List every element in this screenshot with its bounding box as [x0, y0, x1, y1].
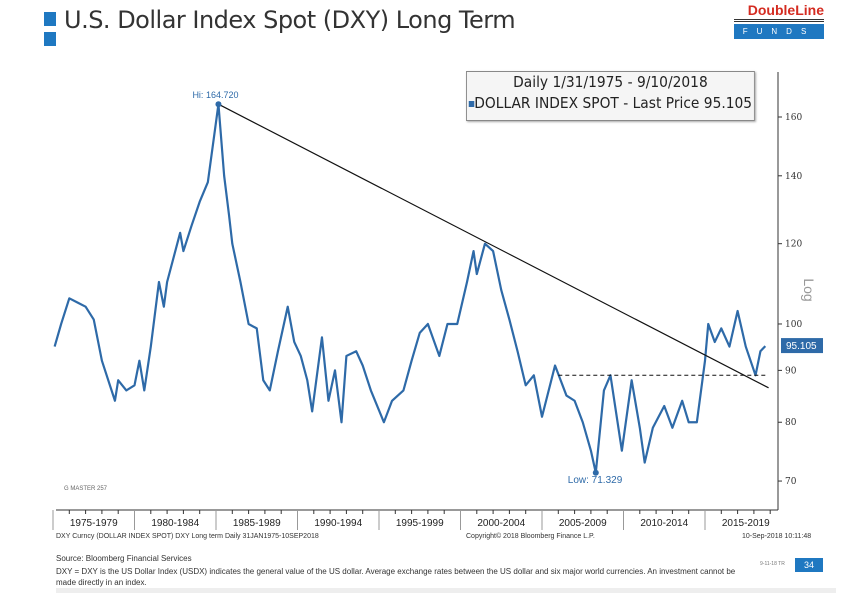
- legend-date-range: Daily 1/31/1975 - 9/10/2018: [513, 73, 708, 91]
- trend-line: [218, 103, 769, 389]
- series-swatch-icon: [468, 100, 475, 107]
- x-tick-label: 1995-1999: [396, 518, 444, 529]
- y-tick-label: 80: [785, 418, 797, 428]
- chart-footer-left: DXY Curncy (DOLLAR INDEX SPOT) DXY Long …: [56, 533, 319, 540]
- logo-subtext: FUNDS: [734, 24, 824, 39]
- doubleline-logo: DoubleLine FUNDS: [734, 2, 824, 39]
- page-number: 34: [795, 558, 823, 572]
- chart-footer-center: Copyright© 2018 Bloomberg Finance L.P.: [466, 533, 595, 540]
- y-tick-label: 90: [785, 366, 797, 376]
- footer-bar: [56, 588, 836, 593]
- chart-legend: Daily 1/31/1975 - 9/10/2018 DOLLAR INDEX…: [466, 71, 755, 121]
- slide-code: 9-11-18 TR: [760, 561, 785, 567]
- gmaster-label: G MASTER 257: [64, 486, 108, 492]
- legend-series: DOLLAR INDEX SPOT - Last Price 95.105: [467, 93, 754, 114]
- high-label: Hi: 164.720: [192, 90, 238, 100]
- x-tick-label: 2005-2009: [559, 518, 607, 529]
- logo-text: DoubleLine: [734, 2, 824, 22]
- x-tick-label: 1990-1994: [314, 518, 362, 529]
- y-tick-label: 120: [785, 240, 802, 250]
- low-label: Low: 71.329: [568, 475, 623, 486]
- x-tick-label: 1975-1979: [70, 518, 118, 529]
- y-axis-label: Log: [801, 278, 817, 301]
- y-tick-label: 100: [785, 320, 802, 330]
- x-tick-label: 1985-1989: [233, 518, 281, 529]
- title-bullet-top: [44, 12, 56, 26]
- source-note: Source: Bloomberg Financial Services: [56, 554, 192, 563]
- last-price-tag: [781, 338, 823, 354]
- disclaimer: DXY = DXY is the US Dollar Index (USDX) …: [56, 567, 736, 587]
- x-tick-label: 2015-2019: [722, 518, 770, 529]
- page-title: U.S. Dollar Index Spot (DXY) Long Term: [64, 6, 516, 34]
- high-marker: [215, 101, 222, 108]
- legend-series-label: DOLLAR INDEX SPOT - Last Price 95.105: [474, 94, 753, 112]
- dxy-line: [53, 103, 767, 474]
- low-marker: [592, 469, 599, 476]
- chart-footer-right: 10-Sep-2018 10:11:48: [742, 533, 812, 540]
- title-bullet-bottom: [44, 32, 56, 46]
- y-tick-label: 160: [785, 113, 802, 123]
- last-price-label: 95.105: [786, 341, 817, 352]
- x-tick-label: 2010-2014: [640, 518, 688, 529]
- x-tick-label: 1980-1984: [151, 518, 199, 529]
- y-tick-label: 70: [785, 477, 797, 487]
- y-tick-label: 140: [785, 172, 802, 182]
- x-tick-label: 2000-2004: [477, 518, 525, 529]
